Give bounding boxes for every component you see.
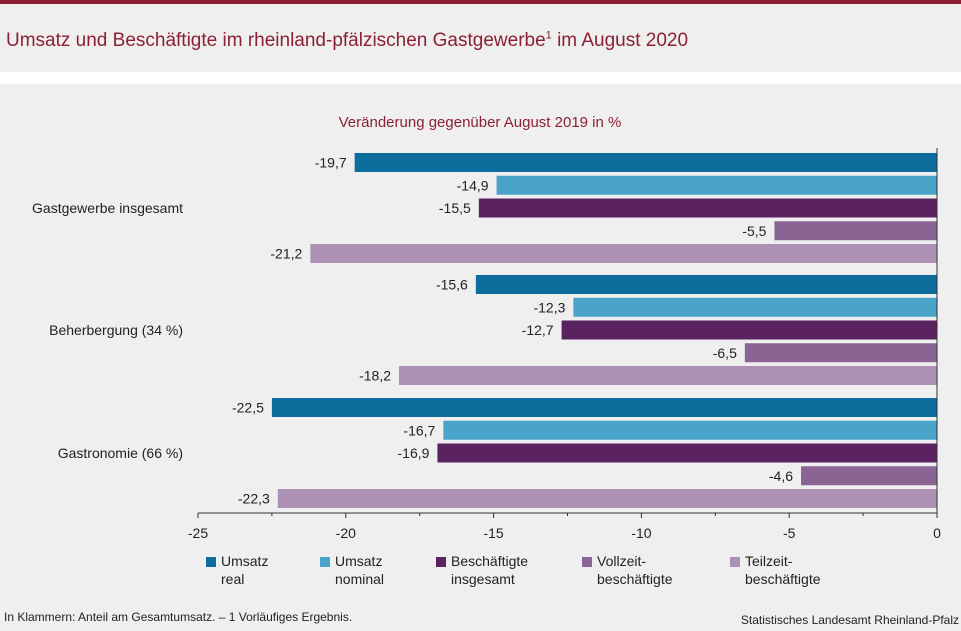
bar-2-3 (801, 466, 937, 486)
bar-label-1-2: -12,7 (522, 322, 554, 338)
legend-label-0: Umsatz real (221, 552, 331, 588)
title-text: Umsatz und Beschäftigte im rheinland-pfä… (6, 30, 546, 51)
bar-0-0 (354, 153, 938, 172)
bar-0-3 (774, 221, 937, 241)
legend-label-1: Umsatz nominal (335, 552, 445, 588)
legend-label-line: nominal (335, 571, 385, 587)
legend-swatch-3 (582, 557, 592, 567)
bar-label-2-1: -16,7 (403, 422, 435, 438)
bar-1-2 (561, 320, 937, 340)
legend-item-2: Beschäftigte insgesamt (436, 552, 561, 588)
legend-label-line: beschäftigte (745, 571, 821, 587)
bar-label-2-3: -4,6 (769, 468, 793, 484)
legend-item-3: Vollzeit-beschäftigte (582, 552, 707, 588)
legend: Umsatz real Umsatz nominal Beschäftigte insge… (0, 552, 961, 592)
title-footnote-mark: 1 (545, 29, 552, 42)
bar-1-0 (475, 275, 937, 294)
title-suffix: im August 2020 (551, 30, 689, 51)
x-tick-label-5: 0 (933, 525, 941, 541)
source-credit: Statistisches Landesamt Rheinland-Pfalz (740, 613, 959, 627)
legend-swatch-1 (320, 557, 330, 567)
bar-1-3 (744, 343, 937, 363)
category-label-0: Gastgewerbe insgesamt (32, 200, 183, 216)
legend-label-line: insgesamt (451, 571, 515, 587)
bar-label-1-3: -6,5 (713, 345, 737, 361)
x-tick-label-1: -20 (336, 525, 356, 541)
bar-1-1 (573, 297, 937, 317)
category-label-2: Gastronomie (66 %) (58, 445, 183, 461)
legend-label-line: beschäftigte (597, 571, 673, 587)
bar-0-1 (496, 175, 937, 195)
bar-2-2 (437, 443, 937, 463)
legend-item-1: Umsatz nominal (320, 552, 445, 588)
chart-title: Veränderung gegenüber August 2019 in % (339, 114, 622, 131)
bar-label-2-4: -22,3 (238, 491, 270, 507)
legend-label-line: Vollzeit- (597, 553, 647, 569)
title-separator (0, 72, 961, 84)
bar-2-1 (443, 420, 937, 440)
x-tick-label-0: -25 (188, 525, 208, 541)
bar-label-1-0: -15,6 (436, 277, 468, 293)
legend-label-line: real (221, 571, 245, 587)
bar-label-2-2: -16,9 (398, 445, 430, 461)
x-tick-label-3: -10 (631, 525, 651, 541)
legend-label-line: Beschäftigte (451, 553, 529, 569)
top-rule (0, 0, 961, 4)
legend-swatch-2 (436, 557, 446, 567)
bar-1-4 (399, 366, 937, 385)
bar-2-0 (271, 398, 937, 417)
legend-label-4: Teilzeit-beschäftigte (745, 552, 855, 588)
legend-swatch-4 (730, 557, 740, 567)
legend-item-0: Umsatz real (206, 552, 331, 588)
x-tick-label-2: -15 (483, 525, 503, 541)
legend-label-2: Beschäftigte insgesamt (451, 552, 561, 588)
bar-label-0-2: -15,5 (439, 200, 471, 216)
title-band: Umsatz und Beschäftigte im rheinland-pfä… (0, 4, 961, 72)
bar-label-1-1: -12,3 (533, 299, 565, 315)
bar-2-4 (277, 489, 937, 508)
bar-label-0-1: -14,9 (457, 177, 489, 193)
bar-0-2 (478, 198, 937, 218)
legend-label-line: Umsatz (335, 553, 383, 569)
page-title: Umsatz und Beschäftigte im rheinland-pfä… (6, 30, 688, 52)
legend-swatch-0 (206, 557, 216, 567)
bar-label-0-3: -5,5 (742, 223, 766, 239)
bar-label-0-4: -21,2 (270, 246, 302, 262)
bar-label-2-0: -22,5 (232, 400, 264, 416)
bar-label-0-0: -19,7 (315, 155, 347, 171)
legend-label-3: Vollzeit-beschäftigte (597, 552, 707, 588)
legend-item-4: Teilzeit-beschäftigte (730, 552, 855, 588)
bar-label-1-4: -18,2 (359, 368, 391, 384)
category-label-1: Beherbergung (34 %) (49, 322, 183, 338)
legend-label-line: Umsatz (221, 553, 269, 569)
x-tick-label-4: -5 (783, 525, 796, 541)
footnote: In Klammern: Anteil am Gesamtumsatz. – 1… (4, 610, 353, 624)
bar-0-4 (310, 244, 937, 263)
legend-label-line: Teilzeit- (745, 553, 793, 569)
